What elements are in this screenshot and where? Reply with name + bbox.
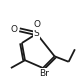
Text: S: S: [34, 29, 40, 38]
Text: O: O: [33, 20, 40, 29]
Text: Br: Br: [40, 69, 49, 78]
Text: O: O: [11, 25, 18, 34]
